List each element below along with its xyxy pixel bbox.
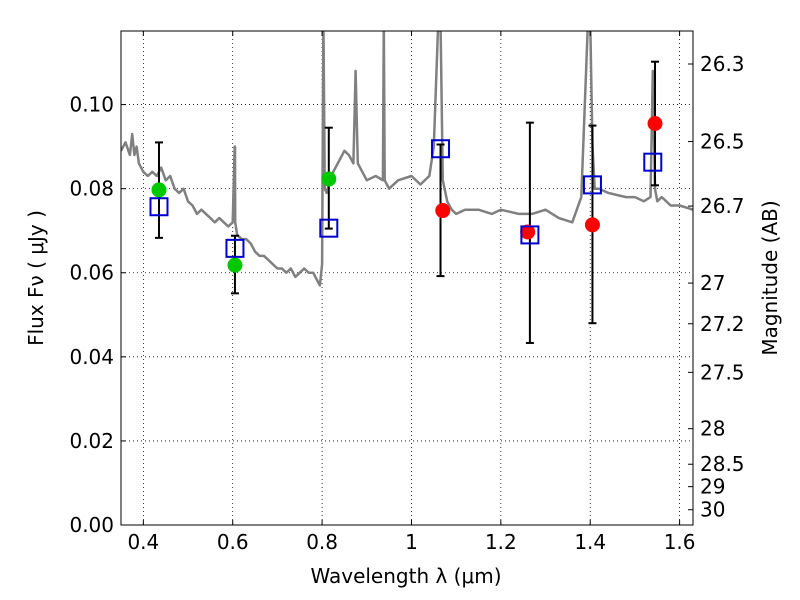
- y-tick-label: 0.04: [69, 345, 114, 369]
- model-spectrum: [121, 31, 693, 287]
- data-point: [151, 182, 167, 198]
- x-tick-label: 0.8: [306, 530, 338, 554]
- magnitude-tick-label: 29: [700, 475, 725, 499]
- plot-area: [121, 31, 693, 344]
- magnitude-tick-label: 26.7: [700, 194, 745, 218]
- y-tick-label: 0.00: [69, 513, 114, 537]
- y-tick-label: 0.06: [69, 261, 114, 285]
- y-tick-label: 0.02: [69, 429, 114, 453]
- data-point: [321, 171, 337, 187]
- magnitude-tick-label: 28.5: [700, 452, 745, 476]
- right-axis-title: Magnitude (AB): [758, 200, 782, 355]
- plot-frame: [120, 30, 694, 526]
- spectrum-line: [121, 31, 693, 287]
- x-tick-label: 1.4: [574, 530, 606, 554]
- x-tick-label: 1: [405, 530, 418, 554]
- model-point: [149, 197, 169, 217]
- model-point: [582, 175, 602, 195]
- magnitude-tick-label: 27: [700, 271, 725, 295]
- y-axis-title: Flux Fν ( μJy ): [24, 210, 48, 346]
- magnitude-tick-label: 28: [700, 417, 725, 441]
- x-axis: 0.4 0.6 0.8 1 1.2 1.4 1.6: [127, 31, 696, 554]
- magnitude-tick-label: 27.2: [700, 312, 745, 336]
- x-axis-title: Wavelength λ (μm): [310, 564, 501, 588]
- model-point: [319, 218, 339, 238]
- magnitude-tick-label: 26.3: [700, 52, 745, 76]
- model-photometry: [149, 139, 663, 258]
- y-tick-label: 0.08: [69, 177, 114, 201]
- data-point: [227, 257, 243, 273]
- data-point: [647, 115, 663, 131]
- model-point: [225, 238, 245, 258]
- model-point: [431, 139, 451, 159]
- magnitude-tick-label: 30: [700, 498, 725, 522]
- observed-photometry: [151, 115, 663, 273]
- x-tick-label: 1.6: [664, 530, 696, 554]
- y-tick-label: 0.10: [69, 93, 114, 117]
- plot-background: [121, 31, 693, 525]
- x-tick-label: 0.6: [217, 530, 249, 554]
- data-point: [520, 224, 536, 240]
- x-tick-label: 0.4: [127, 530, 159, 554]
- model-point: [520, 225, 540, 245]
- model-point: [643, 152, 663, 172]
- data-point: [435, 203, 451, 219]
- x-tick-label: 1.2: [485, 530, 517, 554]
- data-point: [584, 217, 600, 233]
- magnitude-tick-label: 26.5: [700, 130, 745, 154]
- y-axis: 0.00 0.02 0.04 0.06 0.08 0.10: [69, 93, 126, 537]
- magnitude-tick-label: 27.5: [700, 360, 745, 384]
